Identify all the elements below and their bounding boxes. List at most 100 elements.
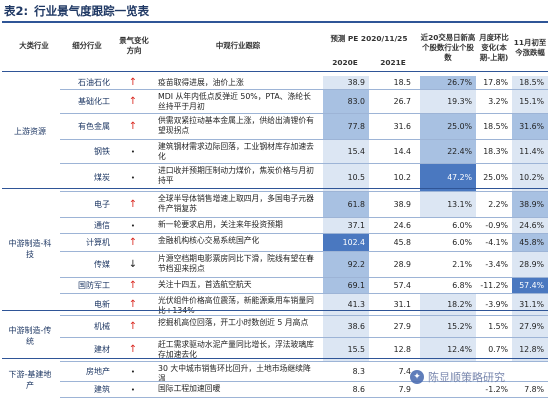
ratio-value: 25.0% — [447, 122, 472, 131]
ratio-bg — [420, 252, 476, 277]
nov-bg — [512, 294, 548, 315]
pe2021-value: 45.8 — [393, 238, 411, 247]
arrow-up-icon: ↑ — [128, 299, 138, 310]
pe2021-bg — [371, 294, 416, 315]
nov-bg — [512, 218, 548, 233]
pe2020-bg — [323, 90, 369, 113]
nov-bg — [512, 76, 548, 89]
ratio-value: 22.4% — [447, 147, 472, 156]
section-divider — [2, 358, 548, 359]
arrow-up-icon: ↑ — [128, 280, 138, 291]
arrow-up-icon: ↑ — [128, 237, 138, 248]
pe2021-bg — [371, 218, 416, 233]
nov-bg — [512, 234, 548, 251]
pe2020-bg — [323, 140, 369, 163]
nov-value: 10.2% — [519, 173, 544, 182]
arrow-up-icon: ↑ — [128, 96, 138, 107]
row-divider — [60, 361, 548, 362]
mom-value: 2.2% — [488, 200, 508, 209]
subsector-label: 传媒 — [94, 260, 110, 269]
pe2021-value: 10.2 — [393, 173, 411, 182]
ratio-value: 6.8% — [452, 281, 472, 290]
pe2021-bg — [371, 140, 416, 163]
ratio-bg — [420, 164, 476, 191]
header-sector: 大类行业 — [19, 41, 49, 50]
header-pe2021: 2021E — [380, 58, 406, 67]
pe2021-bg — [371, 90, 416, 113]
pe2021-value: 26.7 — [393, 97, 411, 106]
subsector-label: 电新 — [94, 300, 110, 309]
pe2021-value: 7.9 — [398, 385, 411, 394]
mom-value: 3.2% — [488, 97, 508, 106]
mom-value: 0.7% — [488, 345, 508, 354]
tracking-text: 关注十四五，首选航空航天 — [158, 280, 252, 289]
pe2021-value: 24.6 — [393, 221, 411, 230]
mom-value: 1.5% — [488, 322, 508, 331]
nov-bg — [512, 278, 548, 293]
nov-bg — [512, 252, 548, 277]
pe2021-bg — [371, 164, 416, 191]
row-divider — [60, 251, 548, 252]
pe2021-bg — [371, 316, 416, 337]
nov-value: 31.6% — [519, 122, 544, 131]
pe2020-value: 38.6 — [347, 322, 365, 331]
dot-icon: • — [130, 222, 136, 230]
ratio-bg — [420, 316, 476, 337]
pe2020-bg — [323, 76, 369, 89]
watermark-text: 陈显顺策略研究 — [428, 371, 505, 384]
arrow-up-icon: ↑ — [128, 121, 138, 132]
header-subsector: 细分行业 — [72, 41, 102, 50]
header-trend: 景气变化方向 — [119, 36, 149, 55]
pe2020-value: 83.0 — [347, 97, 365, 106]
pe2021-value: 14.4 — [393, 147, 411, 156]
subsector-label: 煤炭 — [94, 173, 110, 182]
tracking-text: 金融机构核心交易系统国产化 — [158, 236, 260, 245]
nov-value: 38.9% — [519, 200, 544, 209]
header-mom: 月度环比变化(本期-上期) — [479, 33, 509, 62]
tracking-text: MDI 从年内低点反弹近 50%，PTA、涤纶长丝持平于月初 — [158, 92, 311, 111]
ratio-bg — [420, 338, 476, 361]
pe2021-bg — [371, 192, 416, 217]
arrow-up-icon: ↑ — [128, 344, 138, 355]
pe2020-bg — [323, 234, 369, 251]
nov-value: 31.1% — [519, 300, 544, 309]
subsector-label: 基础化工 — [78, 97, 110, 106]
mom-value: -3.4% — [485, 260, 508, 269]
sector-tech: 中游制造-科技 — [8, 239, 52, 259]
pe2021-bg — [371, 76, 416, 89]
header-ratio: 近20交易日新高个股数行业个股数 — [420, 33, 476, 62]
pe2020-bg — [323, 316, 369, 337]
mom-value: -11.2% — [480, 281, 508, 290]
pe2020-value: 38.9 — [347, 78, 365, 87]
pe2020-bg — [323, 294, 369, 315]
row-divider — [60, 381, 548, 382]
nov-bg — [512, 316, 548, 337]
ratio-value: 6.0% — [452, 221, 472, 230]
pe2021-value: 7.4 — [398, 367, 411, 376]
sector-upstream: 上游资源 — [14, 126, 46, 136]
arrow-up-icon: ↑ — [128, 199, 138, 210]
pe2020-value: 8.3 — [352, 367, 365, 376]
pe2021-bg — [371, 382, 416, 397]
tracking-text: 全球半导体销售增速上取四月，多国电子元器件产销复苏 — [158, 194, 314, 213]
header-rule — [2, 71, 548, 72]
pe2021-bg — [371, 338, 416, 361]
arrow-down-icon: ↓ — [128, 259, 138, 270]
row-divider — [60, 315, 548, 316]
subsector-label: 钢铁 — [94, 147, 110, 156]
ratio-bg — [420, 278, 476, 293]
dot-icon: • — [130, 386, 136, 394]
subsector-label: 石油石化 — [78, 78, 110, 87]
pe2020-value: 8.6 — [352, 385, 365, 394]
pe2020-bg — [323, 192, 369, 217]
header-nov: 11月初至今涨跌幅 — [513, 38, 547, 57]
pe2020-value: 15.4 — [347, 147, 365, 156]
nov-bg — [512, 114, 548, 139]
ratio-bg — [420, 90, 476, 113]
pe2021-bg — [371, 362, 416, 381]
ratio-value: 15.2% — [447, 322, 472, 331]
pe2020-value: 37.1 — [347, 221, 365, 230]
subsector-label: 有色金属 — [78, 122, 110, 131]
row-divider — [60, 233, 548, 234]
arrow-up-icon: ↑ — [128, 321, 138, 332]
